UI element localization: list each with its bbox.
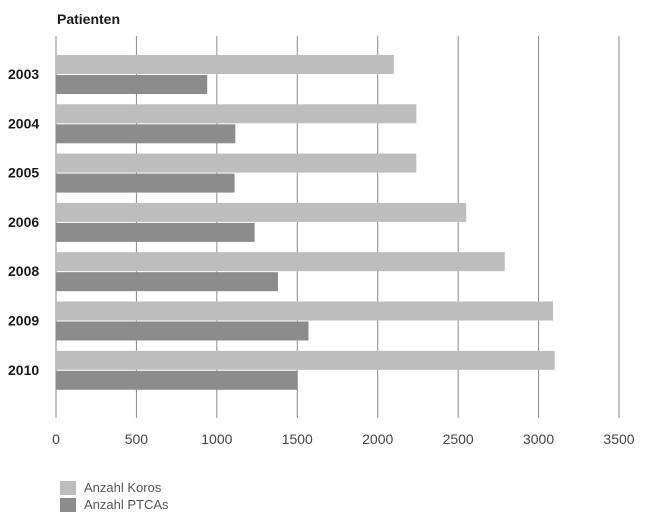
x-tick-label-2500: 2500	[443, 431, 474, 447]
x-tick-labels: 0 500 1000 1500 2000 2500 3000 3500	[52, 431, 635, 447]
legend-label-ptcas: Anzahl PTCAs	[84, 497, 169, 512]
bar-koros-2008	[56, 252, 505, 272]
category-label-2004: 2004	[8, 115, 39, 131]
x-tick-label-3000: 3000	[523, 431, 554, 447]
bar-koros-2003	[56, 55, 394, 74]
x-tick-label-1000: 1000	[201, 431, 232, 447]
x-tick-label-0: 0	[52, 431, 60, 447]
legend-swatch-ptcas	[60, 497, 76, 512]
bar-ptcas-2003	[56, 75, 208, 94]
legend-item-ptcas: Anzahl PTCAs	[60, 496, 169, 513]
category-labels: 2003 2004 2005 2006 2008 2009 2010	[8, 66, 39, 378]
bar-ptcas-2005	[56, 173, 235, 193]
x-tick-label-500: 500	[125, 431, 149, 447]
legend: Anzahl Koros Anzahl PTCAs	[60, 479, 169, 513]
bar-ptcas-2010	[56, 370, 298, 390]
x-tick-label-2000: 2000	[362, 431, 393, 447]
category-label-2008: 2008	[8, 263, 39, 279]
category-label-2003: 2003	[8, 66, 39, 82]
legend-label-koros: Anzahl Koros	[84, 480, 162, 495]
bar-ptcas-2006	[56, 222, 255, 242]
bar-koros-2010	[56, 350, 555, 370]
x-tick-label-3500: 3500	[603, 431, 634, 447]
bar-koros-2006	[56, 202, 467, 222]
bar-ptcas-2004	[56, 124, 236, 144]
bar-ptcas-2009	[56, 321, 309, 341]
category-label-2005: 2005	[8, 165, 39, 181]
bar-koros-2009	[56, 301, 554, 321]
bar-ptcas-2008	[56, 272, 278, 292]
legend-item-koros: Anzahl Koros	[60, 479, 169, 496]
category-label-2010: 2010	[8, 362, 39, 378]
y-axis-title: Patienten	[57, 11, 120, 27]
x-tick-label-1500: 1500	[282, 431, 313, 447]
bars	[56, 55, 555, 390]
legend-swatch-koros	[60, 480, 76, 495]
bar-koros-2005	[56, 153, 417, 173]
category-label-2006: 2006	[8, 214, 39, 230]
bar-chart: Patienten 2003 2004 2005 2006 2008 2009 2010 0…	[8, 11, 635, 447]
bar-koros-2004	[56, 104, 417, 124]
category-label-2009: 2009	[8, 313, 39, 329]
